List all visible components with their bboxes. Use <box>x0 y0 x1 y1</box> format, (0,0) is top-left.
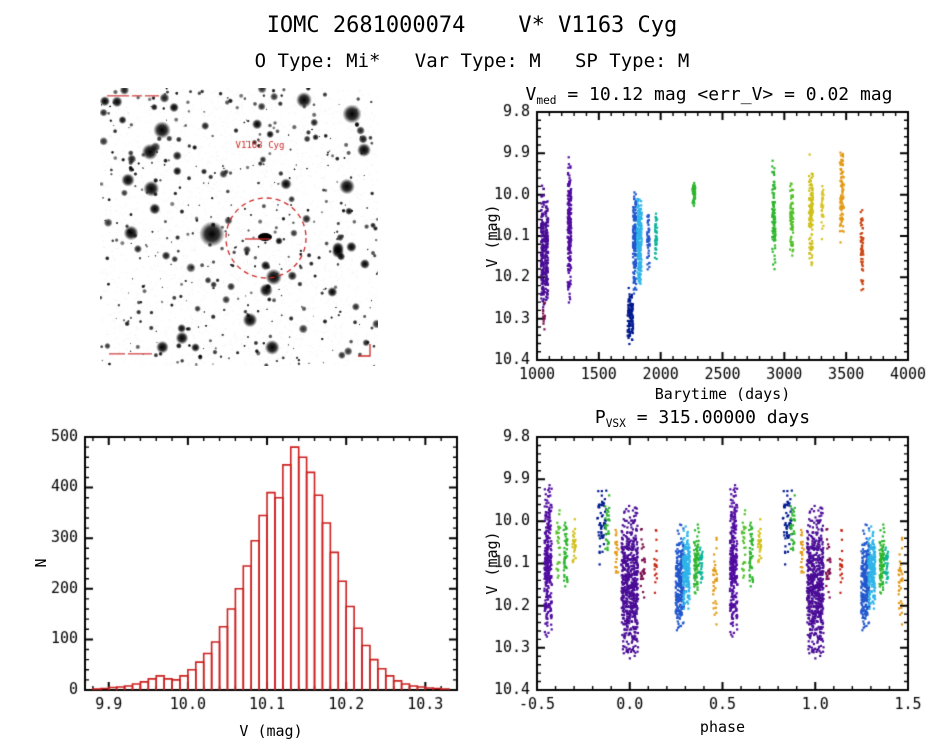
phase-plot-canvas <box>444 410 944 735</box>
phase-plot-title: PVSX = 315.00000 days <box>594 407 811 430</box>
histogram-xaxis-label: V (mag) <box>239 722 303 740</box>
page-title: IOMC 2681000074 V* V1163 Cyg <box>266 13 678 38</box>
lightcurve-xaxis-label: Barytime (days) <box>654 385 791 403</box>
histogram-canvas <box>30 425 480 735</box>
finder-chart-canvas <box>100 88 378 366</box>
histogram-yaxis-label: N <box>32 558 50 568</box>
phase-yaxis-label: V (mag) <box>483 531 501 595</box>
lightcurve-canvas <box>444 82 944 407</box>
phase-xaxis-label: phase <box>699 718 746 736</box>
lightcurve-title: Vmed = 10.12 mag <err_V> = 0.02 mag <box>525 84 893 107</box>
page-subtitle: O Type: Mi* Var Type: M SP Type: M <box>254 50 690 72</box>
lightcurve-yaxis-label: V (mag) <box>483 204 501 268</box>
